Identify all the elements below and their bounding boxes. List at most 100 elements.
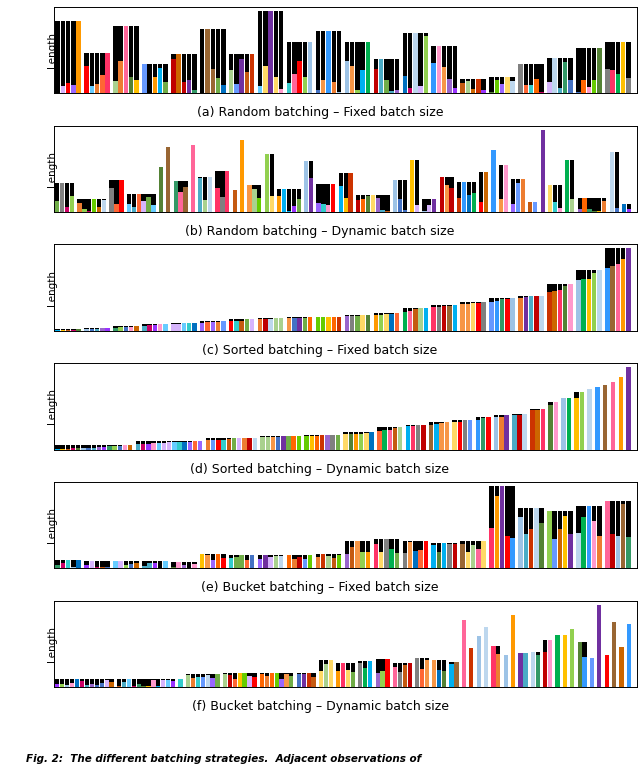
Bar bbox=[452, 544, 457, 568]
Bar bbox=[461, 620, 466, 687]
Bar bbox=[554, 402, 558, 450]
Bar bbox=[374, 545, 378, 568]
Bar bbox=[276, 437, 280, 450]
Bar bbox=[415, 205, 419, 212]
Bar bbox=[605, 41, 609, 69]
Bar bbox=[436, 552, 441, 568]
Bar bbox=[280, 679, 284, 687]
Bar bbox=[71, 567, 76, 568]
Bar bbox=[233, 679, 237, 687]
Bar bbox=[129, 26, 134, 77]
Bar bbox=[76, 21, 81, 93]
Bar bbox=[97, 198, 101, 208]
Bar bbox=[119, 180, 124, 212]
Bar bbox=[557, 58, 562, 88]
Bar bbox=[250, 319, 255, 331]
Bar bbox=[447, 544, 452, 568]
Bar bbox=[529, 508, 533, 529]
Bar bbox=[147, 563, 152, 568]
Bar bbox=[118, 446, 122, 450]
Bar bbox=[153, 64, 157, 77]
Bar bbox=[592, 521, 596, 568]
Bar bbox=[229, 70, 234, 93]
Bar bbox=[141, 194, 146, 201]
Bar bbox=[71, 21, 76, 85]
Bar bbox=[292, 189, 296, 206]
Bar bbox=[442, 305, 447, 306]
Bar bbox=[345, 541, 349, 554]
Bar bbox=[87, 198, 92, 211]
Bar bbox=[577, 209, 582, 212]
Bar bbox=[350, 541, 355, 547]
Bar bbox=[339, 186, 343, 212]
Bar bbox=[136, 194, 141, 212]
Bar bbox=[108, 445, 111, 447]
Bar bbox=[524, 64, 528, 85]
Bar bbox=[616, 41, 620, 74]
Bar bbox=[124, 326, 128, 327]
Bar bbox=[229, 54, 234, 70]
Bar bbox=[129, 326, 134, 331]
Bar bbox=[191, 145, 195, 212]
Bar bbox=[397, 672, 402, 687]
Bar bbox=[557, 290, 562, 331]
Bar bbox=[124, 561, 128, 565]
Bar bbox=[442, 660, 446, 671]
Bar bbox=[517, 415, 522, 450]
Bar bbox=[452, 87, 457, 93]
Bar bbox=[380, 660, 385, 671]
Bar bbox=[355, 315, 360, 316]
Bar bbox=[408, 88, 412, 93]
Bar bbox=[397, 199, 402, 212]
Bar bbox=[588, 209, 591, 212]
Bar bbox=[582, 198, 587, 212]
Bar bbox=[602, 198, 606, 201]
Bar bbox=[529, 529, 533, 568]
Bar bbox=[356, 195, 360, 201]
Bar bbox=[452, 421, 457, 422]
Bar bbox=[132, 686, 136, 687]
Bar bbox=[279, 556, 284, 568]
Bar bbox=[221, 558, 225, 568]
Bar bbox=[481, 541, 486, 568]
Bar bbox=[476, 541, 481, 548]
Bar bbox=[547, 283, 552, 292]
Bar bbox=[376, 673, 380, 687]
Bar bbox=[420, 669, 424, 687]
Bar bbox=[500, 300, 504, 331]
Bar bbox=[191, 678, 195, 687]
Bar bbox=[60, 183, 65, 212]
Bar bbox=[232, 438, 236, 450]
Bar bbox=[177, 54, 180, 93]
Bar bbox=[280, 673, 284, 679]
Bar bbox=[147, 194, 150, 197]
Bar bbox=[592, 273, 596, 331]
Bar bbox=[540, 64, 544, 92]
Bar bbox=[308, 317, 312, 331]
Bar bbox=[428, 199, 431, 205]
Bar bbox=[476, 420, 480, 450]
Bar bbox=[127, 194, 131, 205]
Bar bbox=[581, 270, 586, 279]
Bar bbox=[492, 647, 495, 687]
Bar bbox=[193, 441, 197, 450]
Bar bbox=[106, 328, 110, 331]
Bar bbox=[410, 160, 414, 212]
Bar bbox=[263, 11, 268, 66]
Bar bbox=[449, 188, 454, 212]
Bar bbox=[297, 189, 301, 199]
Bar bbox=[616, 264, 620, 331]
Bar bbox=[576, 48, 580, 92]
Bar bbox=[454, 663, 458, 687]
Bar bbox=[611, 501, 615, 534]
Bar bbox=[413, 552, 417, 568]
Bar bbox=[309, 161, 313, 178]
Bar bbox=[55, 183, 60, 201]
Bar bbox=[117, 679, 121, 686]
Bar bbox=[192, 561, 196, 564]
Bar bbox=[118, 445, 122, 446]
Text: (d) Sorted batching – Dynamic batch size: (d) Sorted batching – Dynamic batch size bbox=[191, 463, 449, 476]
Bar bbox=[460, 304, 465, 331]
Bar bbox=[167, 440, 172, 442]
Bar bbox=[187, 561, 191, 568]
